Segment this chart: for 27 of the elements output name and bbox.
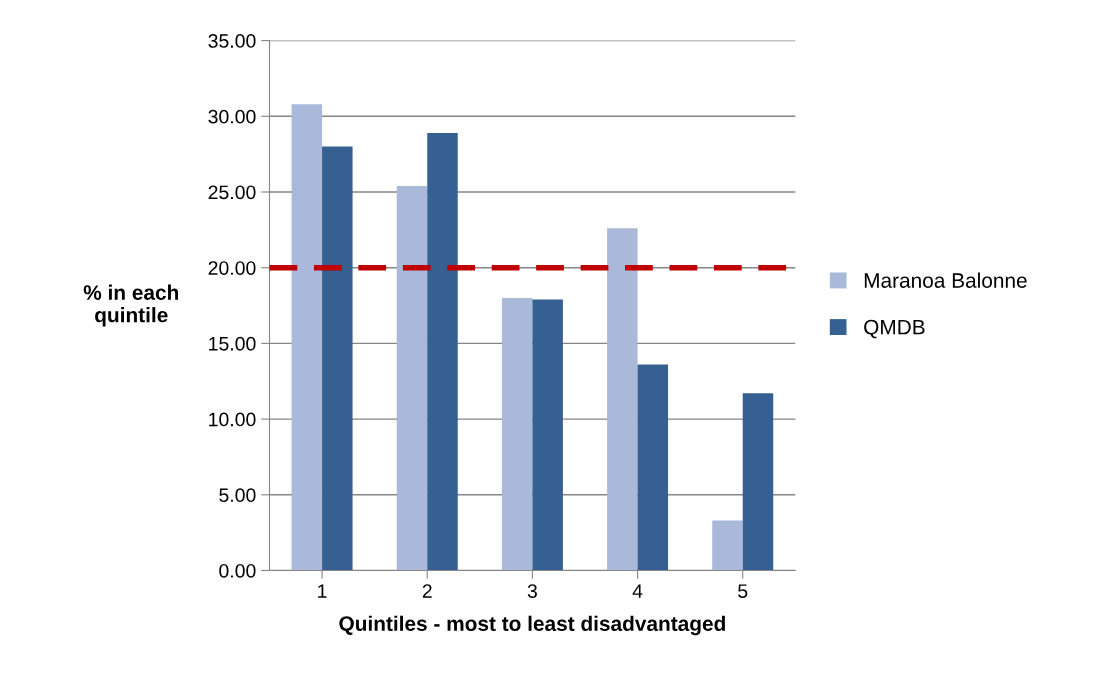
legend-label: Maranoa Balonne <box>864 272 1027 288</box>
y-axis-title: % in each quintile <box>83 284 179 327</box>
y-tick-label: 0.00 <box>219 563 256 578</box>
x-tick-label: 3 <box>527 584 537 598</box>
bar <box>396 185 428 571</box>
x-axis-title: Quintiles - most to least disadvantaged <box>339 615 725 636</box>
x-tick-label: 4 <box>632 584 643 598</box>
y-tick-label: 35.00 <box>208 34 256 48</box>
bar <box>532 299 563 571</box>
x-tick-label: 1 <box>318 584 327 598</box>
y-tick-label: 30.00 <box>208 109 256 124</box>
bar <box>637 364 669 571</box>
y-tick-label: 10.00 <box>209 412 256 427</box>
bar <box>322 146 353 571</box>
y-tick-label: 20.00 <box>208 261 256 275</box>
y-tick-label: 5.00 <box>219 488 256 503</box>
y-tick-label: 15.00 <box>209 336 256 351</box>
x-tick-label: 2 <box>422 584 432 598</box>
bar <box>607 228 638 571</box>
bar <box>742 393 774 571</box>
legend-label: QMDB <box>864 319 925 339</box>
bar <box>501 297 533 571</box>
bar <box>427 132 458 571</box>
bar <box>291 104 323 571</box>
y-tick-label: 25.00 <box>208 185 256 200</box>
x-tick-label: 5 <box>738 584 748 598</box>
bar <box>712 520 743 571</box>
